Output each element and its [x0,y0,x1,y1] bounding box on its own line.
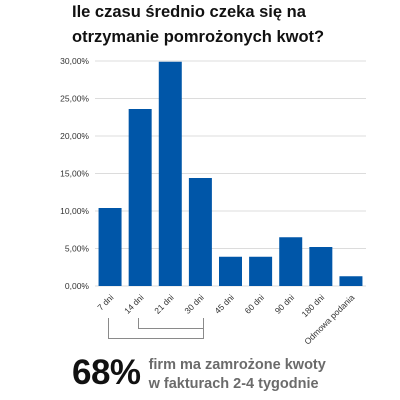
x-tick-label: 30 dni [182,292,206,316]
x-tick-label: 21 dni [152,292,176,316]
stat-description: firm ma zamrożone kwoty w fakturach 2-4 … [149,354,326,392]
x-tick-label: 180 dni [299,292,326,319]
y-tick-label: 25,00% [60,94,89,104]
bar [249,256,273,286]
bar [339,276,363,286]
y-tick-label: 15,00% [60,169,89,179]
stat-text-line-1: firm ma zamrożone kwoty [148,357,326,373]
highlight-bracket-14-30 [138,318,205,329]
bar [219,256,242,286]
x-tick-label: 14 dni [122,292,146,316]
y-tick-label: 30,00% [60,56,89,66]
x-tick-label: 60 dni [243,292,267,316]
bar [279,237,303,286]
bar [309,247,333,286]
y-tick-label: 0,00% [65,281,90,291]
bar [188,178,212,286]
bar [158,61,182,286]
x-tick-label: 90 dni [273,292,297,316]
stat-callout: 68% firm ma zamrożone kwoty w fakturach … [72,354,326,392]
stat-text-line-2: w fakturach 2-4 tygodnie [148,376,319,392]
x-tick-label: 7 dni [95,292,115,312]
y-tick-label: 10,00% [60,206,89,216]
bar [98,208,122,286]
y-tick-label: 20,00% [60,131,89,141]
stat-percentage: 68% [72,353,141,392]
bar [128,109,152,286]
x-tick-label: 45 dni [212,292,236,316]
chart-title: Ile czasu średnio czeka się na otrzymani… [72,3,325,46]
y-tick-label: 5,00% [65,244,90,254]
